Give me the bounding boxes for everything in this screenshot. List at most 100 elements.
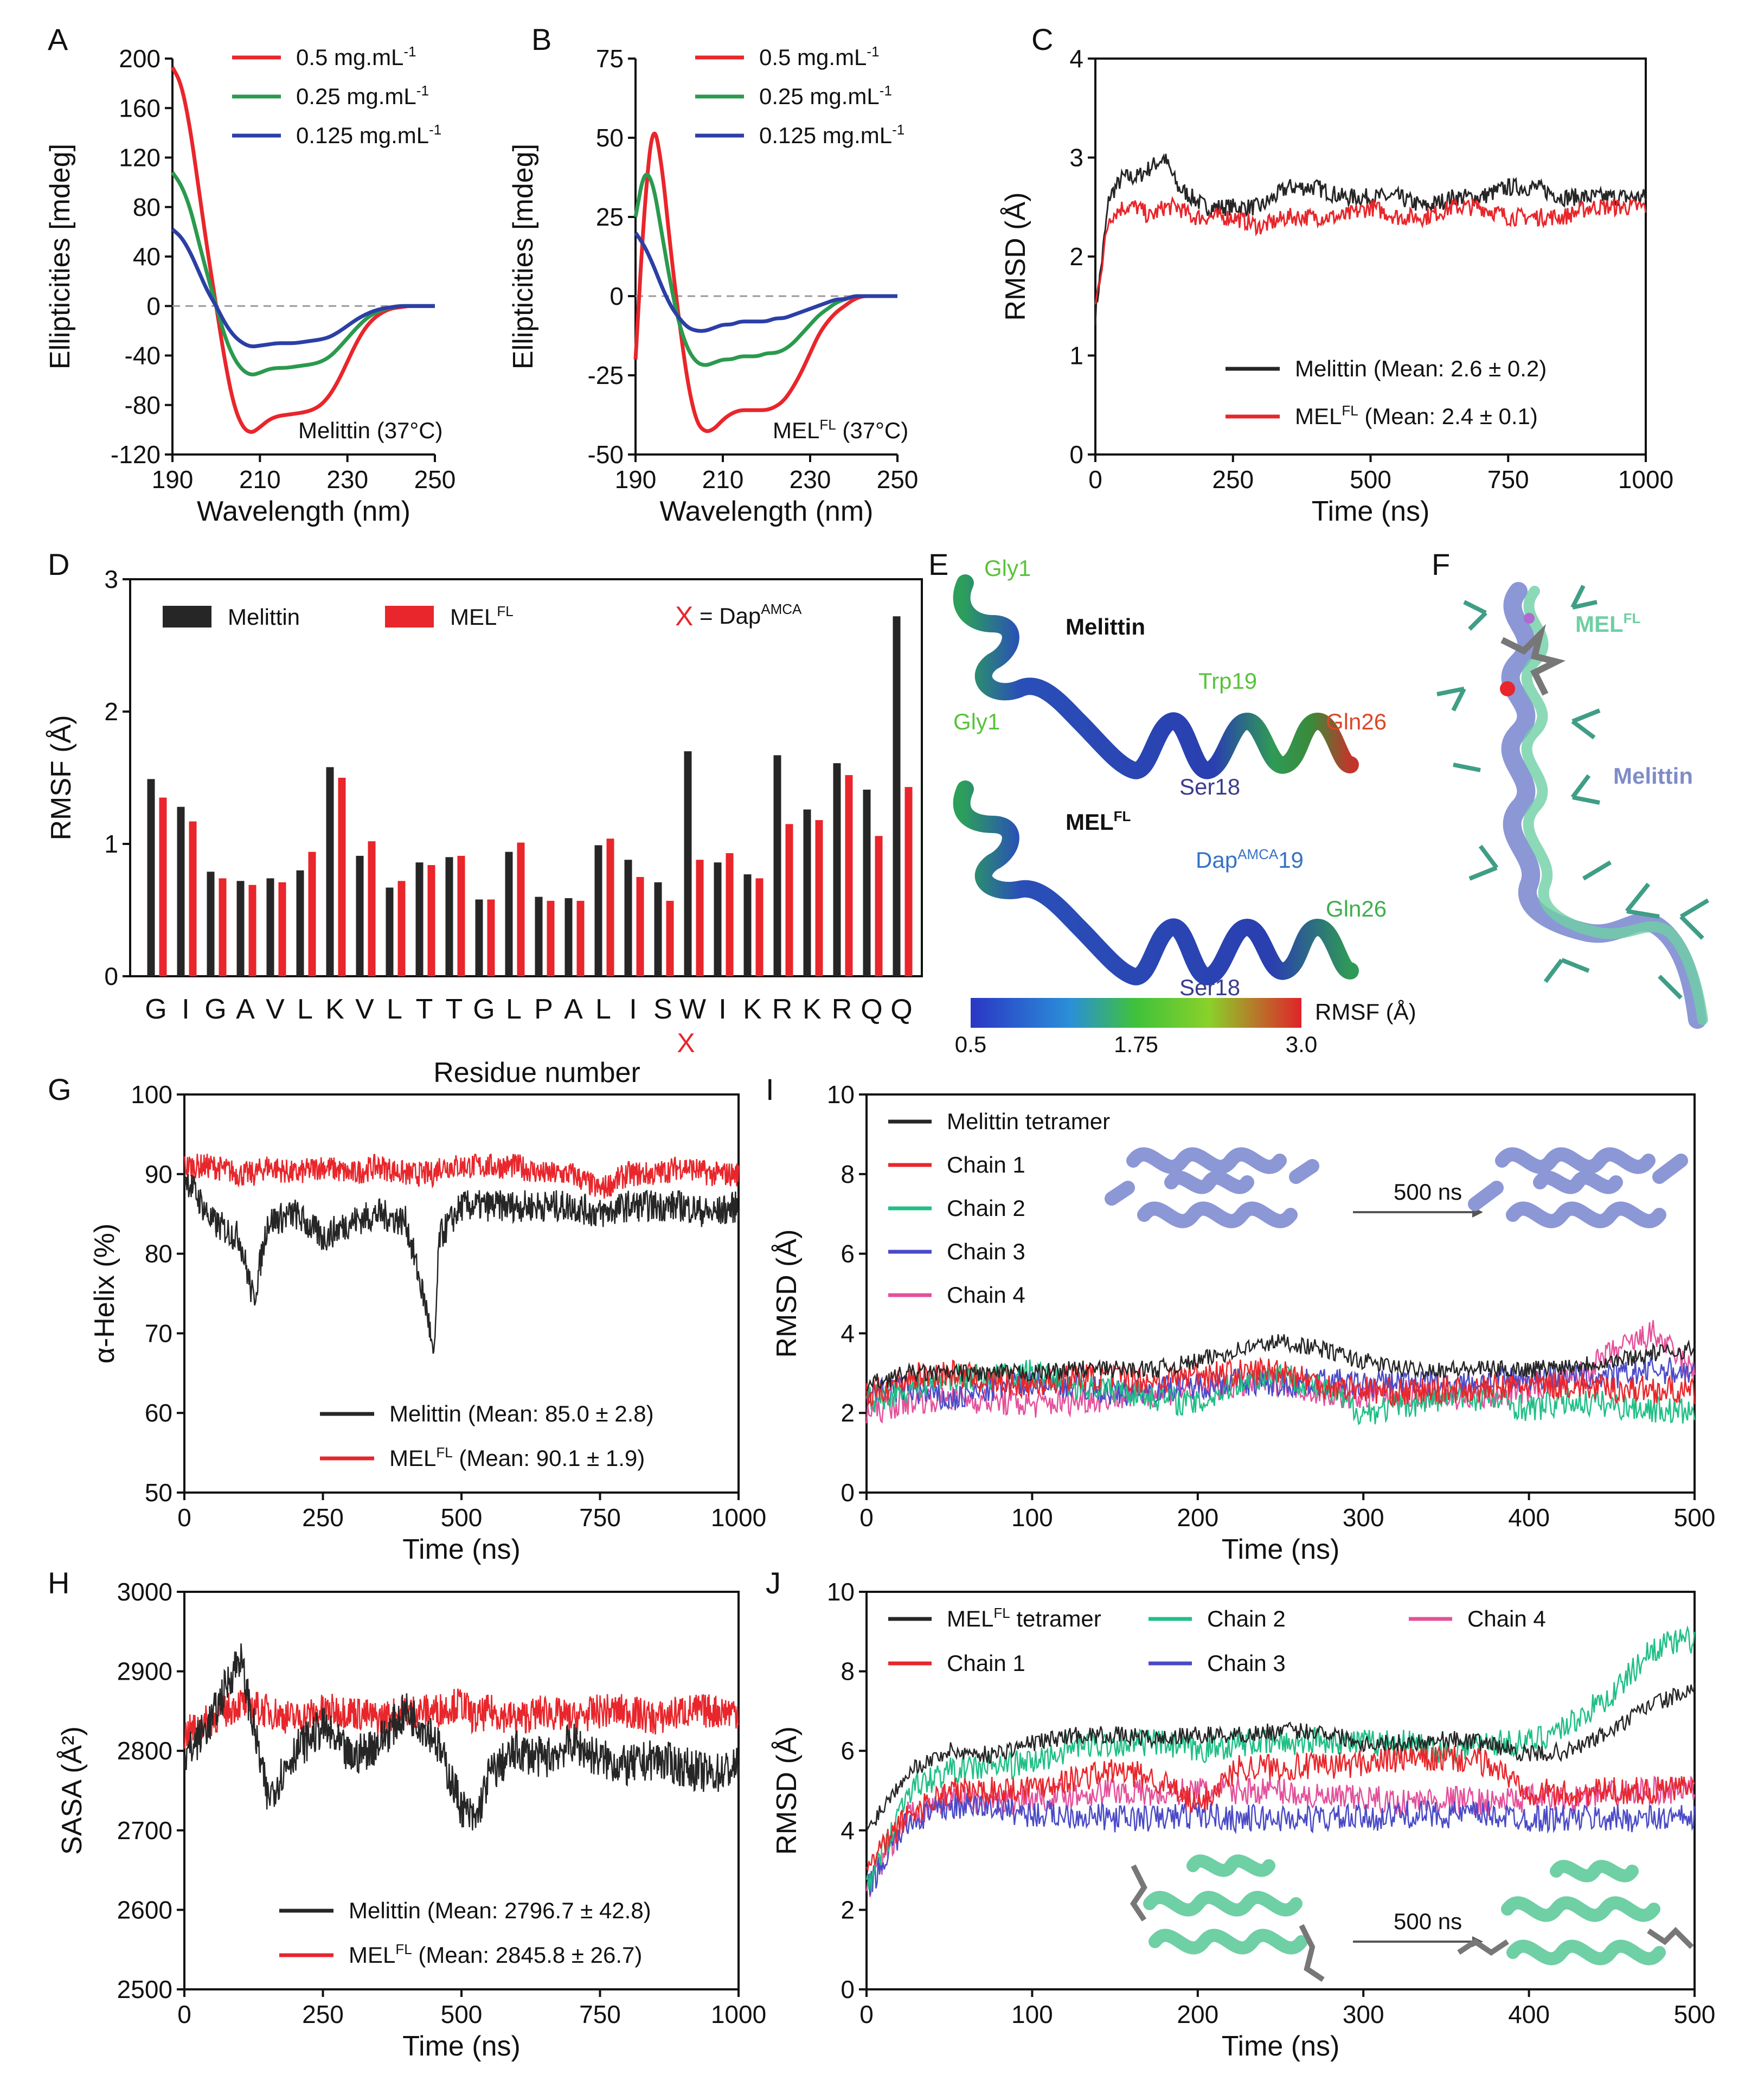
y-tick-label: 4 <box>841 1816 855 1845</box>
bar-black-2 <box>207 872 215 976</box>
legend-swatch-d-1 <box>385 606 434 628</box>
legend-superscript: -1 <box>892 121 904 138</box>
y-tick-label: 75 <box>596 44 624 73</box>
x-axis-title: Time (ns) <box>1222 1534 1340 1565</box>
axes-i: 0 100 200 300 400 500 0 2 4 6 8 10 Time (ns) RMSD (Å) <box>771 1080 1715 1565</box>
bar-black-18 <box>684 751 692 976</box>
y-tick-label: -50 <box>588 440 624 469</box>
bar-black-5 <box>296 870 304 976</box>
e-title-mel-fl-main: MEL <box>1066 809 1114 835</box>
cd-line-blue <box>171 228 435 349</box>
bar-red-3 <box>248 885 256 976</box>
bar-black-6 <box>326 767 334 976</box>
legend-c-0-label: Melittin (Mean: 2.6 ± 0.2) <box>1295 356 1547 381</box>
cd-line-red <box>170 66 435 434</box>
x-axis-title: Residue number <box>433 1057 640 1089</box>
legend-j-3-label: Chain 3 <box>1207 1650 1286 1676</box>
y-tick-label: 160 <box>119 94 161 122</box>
x-tick-label: 250 <box>302 2000 344 2028</box>
amca-groups-before <box>1130 1864 1325 1982</box>
label-gln26-melittin: Gln26 <box>1326 709 1387 734</box>
y-axis-title: α-Helix (%) <box>89 1224 120 1363</box>
legend-text: MEL <box>1295 404 1342 429</box>
legend-i-2-label: Chain 2 <box>947 1195 1025 1221</box>
x-tick-label: 190 <box>615 465 657 494</box>
mel-fl-tube <box>953 780 1359 985</box>
residue-label: T <box>446 994 463 1025</box>
bar-black-15 <box>594 845 602 976</box>
residue-label: K <box>325 994 344 1025</box>
y-tick-label: 50 <box>145 1478 172 1507</box>
x-tick-label: 500 <box>441 1503 483 1532</box>
axes-d: 0 1 2 3 Residue number RMSF (Å) <box>46 565 923 1089</box>
legend-superscript: -1 <box>867 43 879 60</box>
y-tick-label: -25 <box>588 361 624 389</box>
y-tick-label: 10 <box>827 1080 855 1109</box>
label-gly1-melittin: Gly1 <box>984 555 1031 581</box>
y-tick-label: 6 <box>841 1240 855 1268</box>
legend-text: MEL <box>947 1606 993 1631</box>
y-tick-label: 100 <box>131 1080 172 1109</box>
plot-frame <box>129 578 923 977</box>
panel-e-structure: Melittin MELFL Gly1 Trp19 Gln26 Ser18 Gl… <box>953 555 1416 1057</box>
y-tick-label: 3000 <box>117 1578 172 1606</box>
cd-line-blue <box>634 232 897 333</box>
legend-text: Chain 2 <box>1207 1606 1286 1631</box>
x-tick-label: 230 <box>326 465 368 494</box>
bar-red-6 <box>338 778 346 976</box>
panel-letter-c: C <box>1031 22 1053 56</box>
trace-red <box>183 1687 740 1749</box>
panel-letter-j: J <box>766 1566 781 1600</box>
y-tick-label: 2600 <box>117 1896 172 1924</box>
legend-text: Melittin (Mean: 85.0 ± 2.8) <box>389 1401 654 1426</box>
bar-black-21 <box>773 755 781 976</box>
y-tick-label: 50 <box>596 124 624 152</box>
trace-red <box>183 1154 740 1199</box>
legend-text: Chain 4 <box>947 1282 1025 1308</box>
legend-text: MEL <box>349 1942 395 1968</box>
rmsf-colorbar <box>971 998 1301 1028</box>
bar-black-4 <box>266 878 274 976</box>
x-tick-label: 250 <box>302 1503 344 1532</box>
melittin-tube <box>953 574 1359 779</box>
bar-red-22 <box>815 820 823 976</box>
residue-label: P <box>534 994 553 1025</box>
panel-j-inset: 500 ns <box>1130 1854 1694 1982</box>
legend-text: tetramer <box>1010 1606 1101 1631</box>
bar-red-24 <box>875 836 883 976</box>
panel-letter-d: D <box>48 547 69 581</box>
x-tick-label: 400 <box>1508 1503 1550 1532</box>
bar-black-17 <box>654 882 662 976</box>
trace-red <box>865 1356 1696 1407</box>
x-tick-label: 500 <box>1350 465 1391 494</box>
y-axis-title: Ellipticities [mdeg] <box>508 144 539 369</box>
bar-red-11 <box>487 899 495 976</box>
f-label-mel-fl-sup: FL <box>1624 610 1641 626</box>
legend-text: Melittin (Mean: 2796.7 ± 42.8) <box>349 1898 651 1923</box>
residue-label: I <box>629 994 637 1025</box>
dap-marker-legend-text: = DapAMCA <box>700 601 802 629</box>
y-tick-label: 2 <box>841 1896 855 1924</box>
bar-black-14 <box>564 898 573 976</box>
bar-black-10 <box>445 857 453 976</box>
y-tick-label: 0 <box>146 292 161 320</box>
x-tick-label: 300 <box>1343 2000 1384 2028</box>
y-tick-label: 0 <box>841 1975 855 2003</box>
residue-label: S <box>653 994 672 1025</box>
panel-letter-f: F <box>1432 547 1450 581</box>
bar-red-19 <box>726 853 734 976</box>
tetramer-before <box>1105 1147 1319 1228</box>
dap-marker-legend-label: = Dap <box>700 603 761 629</box>
f-label-melittin: Melittin <box>1613 763 1693 789</box>
legend-text: 0.25 mg.mL <box>759 84 880 109</box>
label-dap19: DapAMCA19 <box>1196 846 1304 873</box>
y-tick-label: 0 <box>841 1478 855 1507</box>
y-tick-label: 200 <box>119 44 161 73</box>
series-group-c: Melittin (Mean: 2.6 ± 0.2) MELFL (Mean: 2… <box>1094 153 1647 429</box>
y-axis-title: RMSD (Å) <box>771 1230 803 1358</box>
bar-red-10 <box>457 855 465 976</box>
residue-label: V <box>266 994 285 1025</box>
x-tick-label: 500 <box>441 2000 483 2028</box>
x-tick-label: 190 <box>152 465 194 494</box>
